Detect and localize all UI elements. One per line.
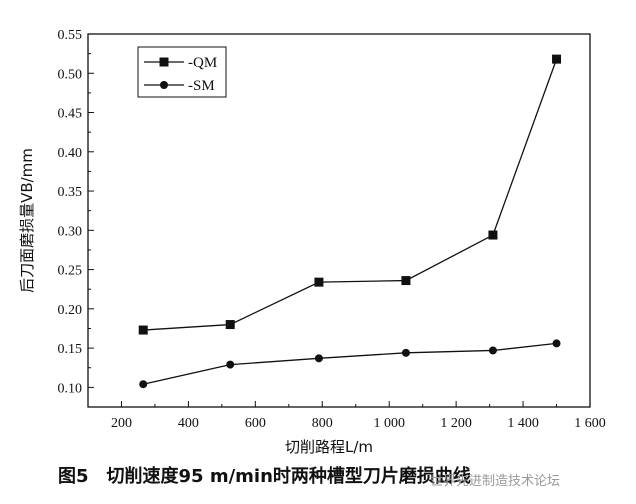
x-tick-label: 1 200 [440,416,472,431]
data-point-circle [488,346,497,355]
x-tick-label: 600 [245,416,266,431]
data-point-square [225,320,235,330]
y-tick-label: 0.40 [58,146,83,161]
legend-marker-circle [160,81,168,89]
data-point-square [314,277,324,287]
x-tick-label: 1 400 [507,416,539,431]
series-layer [138,54,562,389]
axis-ticks: 200 400 600 800 1 000 1 200 1 400 1 600 0.10 0.15… [58,28,606,431]
legend-marker-square [159,57,169,67]
plot-border [87,33,591,408]
data-point-circle [139,380,148,389]
data-point-square [138,325,148,335]
legend-box [137,46,227,98]
data-point-circle [401,348,410,357]
data-point-circle [314,354,323,363]
series-line [143,342,557,385]
figure-caption-text: 切削速度95 m/min时两种槽型刀片磨损曲线 [106,466,471,487]
y-tick-label: 0.30 [58,224,83,239]
x-tick-label: 1 000 [373,416,405,431]
y-tick-label: 0.50 [58,67,83,82]
legend-label: -QM [188,55,217,71]
x-axis-label: 切削路程L/m [285,438,373,456]
y-tick-label: 0.10 [58,381,83,396]
figure-caption: 图5 切削速度95 m/min时两种槽型刀片磨损曲线 [58,462,618,488]
legend-label: -SM [188,78,215,94]
x-tick-label: 1 600 [574,416,606,431]
series-line [143,58,558,331]
y-tick-label: 0.55 [58,28,83,43]
data-point-square [488,230,498,240]
y-axis-label: 后刀面磨损量VB/mm [18,148,36,293]
data-point-square [552,54,562,64]
x-tick-label: 200 [111,416,132,431]
data-point-circle [226,360,235,369]
legend: -QM -SM [137,46,227,98]
y-tick-label: 0.25 [58,264,83,279]
watermark: 世界先进制造技术论坛 [430,474,561,489]
x-tick-label: 400 [178,416,199,431]
plot-frame [87,33,591,408]
y-tick-label: 0.20 [58,303,83,318]
figure-label: 图5 [58,466,89,487]
y-tick-label: 0.45 [58,107,83,122]
y-tick-label: 0.35 [58,185,83,200]
data-point-circle [552,339,561,348]
x-tick-label: 800 [312,416,333,431]
y-tick-label: 0.15 [58,342,83,357]
data-point-square [401,276,411,286]
